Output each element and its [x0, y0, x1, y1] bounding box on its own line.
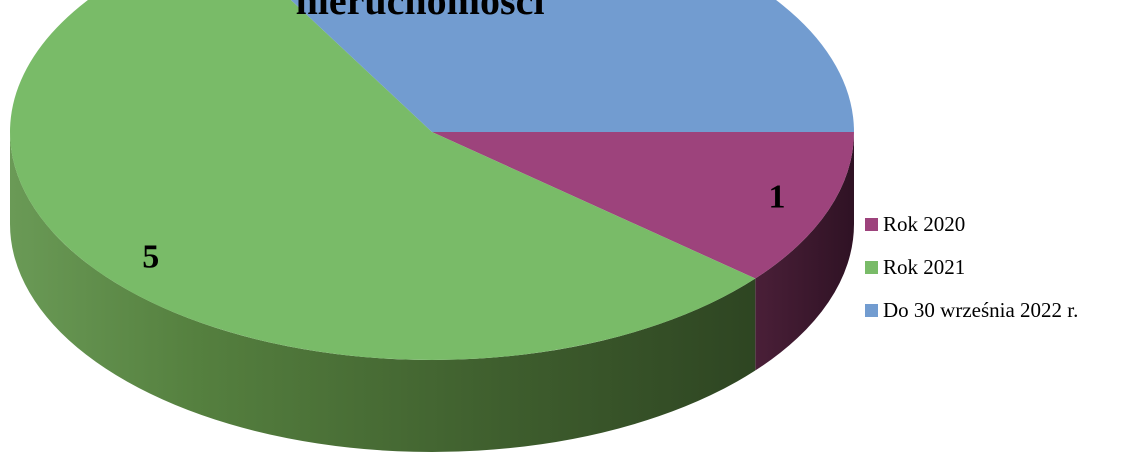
data-label-rok-2020: 1: [768, 179, 785, 216]
pie-side-rok-2021: [10, 132, 756, 453]
pie-slice-rok-2021: [10, 0, 756, 360]
pie-slice-do-30-wrzesnia-2022: [290, 0, 854, 132]
data-label-rok-2021: 5: [142, 238, 159, 275]
legend-item-2022: Do 30 września 2022 r.: [865, 297, 1078, 323]
chart-title: nieruchomości: [295, 0, 545, 23]
legend-label: Rok 2021: [883, 254, 966, 279]
legend-item-rok-2020: Rok 2020: [865, 211, 1078, 237]
legend-swatch: [865, 303, 878, 317]
legend-label: Rok 2020: [883, 211, 966, 236]
pie-slice-rok-2020: [432, 132, 854, 279]
pie-chart: 153: [10, 0, 854, 453]
legend-item-rok-2021: Rok 2021: [865, 254, 1078, 280]
legend: Rok 2020 Rok 2021 Do 30 września 2022 r.: [865, 211, 1078, 340]
legend-label: Do 30 września 2022 r.: [883, 297, 1079, 322]
pie-side-rok-2020: [755, 132, 854, 371]
legend-swatch: [865, 217, 878, 231]
legend-swatch: [865, 260, 878, 274]
